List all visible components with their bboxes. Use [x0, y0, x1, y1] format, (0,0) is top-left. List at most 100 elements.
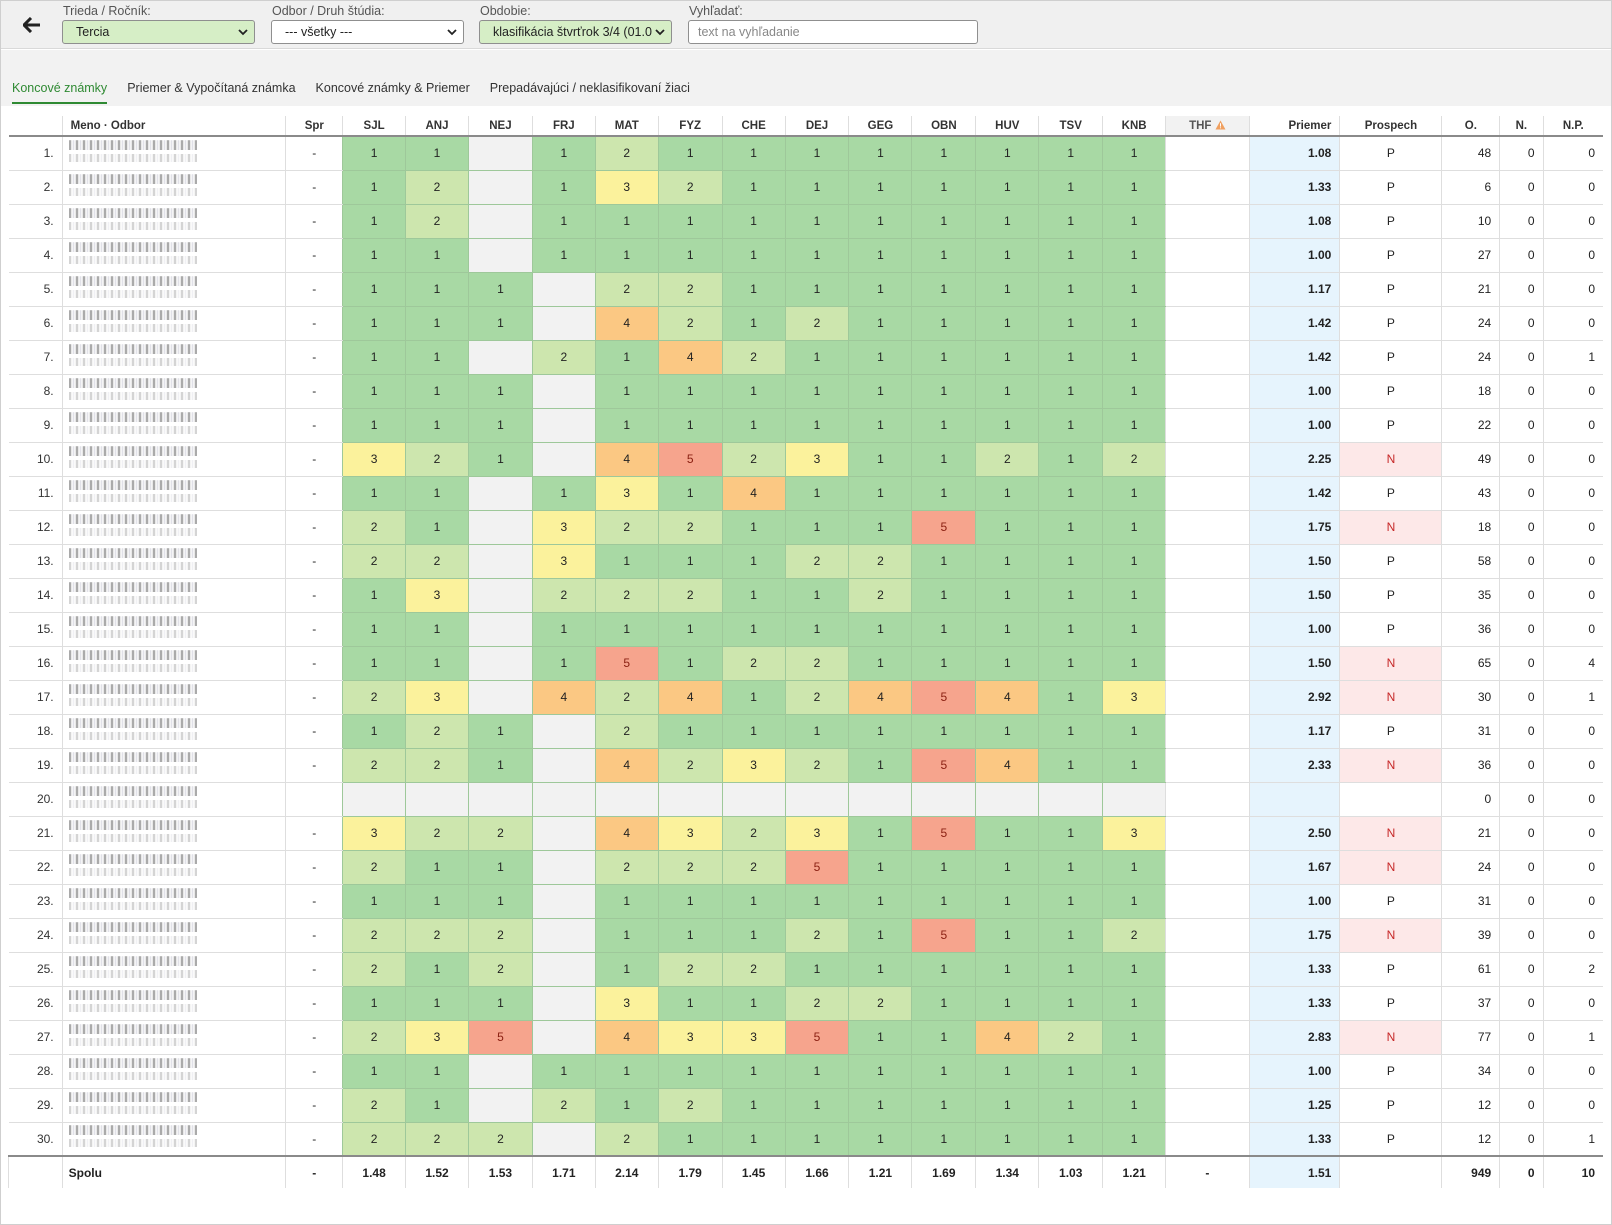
grade-cell-che[interactable]: 1 [721, 272, 786, 307]
grade-cell-obn[interactable]: 1 [911, 986, 976, 1021]
grade-cell-tsv[interactable]: 1 [1038, 170, 1103, 205]
grade-cell-huv[interactable]: 1 [975, 952, 1039, 987]
grade-cell-knb[interactable]: 1 [1102, 646, 1166, 681]
student-name-cell[interactable] [61, 952, 286, 987]
grade-cell-obn[interactable]: 1 [911, 306, 976, 341]
grade-cell-huv[interactable]: 1 [975, 578, 1039, 613]
grade-cell-anj[interactable]: 2 [405, 1122, 469, 1157]
table-row[interactable]: 17. -2 3 4 2 4 1 2 4 5 4 1 3 2.92 N 30 0 1 [8, 680, 1603, 715]
table-row[interactable]: 30. -2 2 2 2 1 1 1 1 1 1 1 1 1.33 P 12 0 1 [8, 1122, 1603, 1157]
grade-cell-huv[interactable]: 1 [975, 714, 1039, 749]
grade-cell-fyz[interactable]: 3 [657, 1020, 723, 1055]
grade-cell-geg[interactable]: 1 [848, 340, 912, 375]
grade-cell-fyz[interactable]: 1 [657, 986, 723, 1021]
grade-cell-mat[interactable]: 4 [594, 442, 659, 477]
grade-cell-che[interactable]: 2 [721, 646, 786, 681]
grade-cell-geg[interactable]: 1 [848, 816, 912, 851]
grade-cell-geg[interactable]: 1 [848, 850, 912, 885]
grade-cell-sjl[interactable]: 2 [342, 952, 406, 987]
table-row[interactable]: 2. -1 2 1 3 2 1 1 1 1 1 1 1 1.33 P 6 0 0 [8, 170, 1603, 205]
grade-cell-huv[interactable]: 1 [975, 1054, 1039, 1089]
grade-cell-frj[interactable] [531, 442, 596, 477]
grade-cell-nej[interactable]: 1 [467, 272, 533, 307]
grade-cell-sjl[interactable]: 2 [342, 1020, 406, 1055]
grade-cell-sjl[interactable]: 3 [342, 816, 406, 851]
grade-cell-nej[interactable] [467, 170, 533, 205]
grade-cell-knb[interactable]: 3 [1102, 816, 1166, 851]
grade-cell-dej[interactable]: 2 [784, 544, 849, 579]
back-button[interactable] [19, 12, 45, 38]
subject-header-dej[interactable]: DEJ [784, 116, 849, 137]
grade-cell-nej[interactable]: 2 [467, 1122, 533, 1157]
grade-cell-geg[interactable]: 2 [848, 986, 912, 1021]
grade-cell-huv[interactable]: 1 [975, 1088, 1039, 1123]
spr-column-header[interactable]: Spr [285, 116, 343, 137]
grade-cell-frj[interactable]: 1 [531, 204, 596, 239]
table-row[interactable]: 16. -1 1 1 5 1 2 2 1 1 1 1 1 1.50 N 65 0 4 [8, 646, 1603, 681]
grade-cell-fyz[interactable]: 4 [657, 680, 723, 715]
grade-cell-sjl[interactable]: 1 [342, 986, 406, 1021]
grade-cell-che[interactable]: 1 [721, 578, 786, 613]
grade-cell-anj[interactable]: 1 [405, 374, 469, 409]
grade-cell-fyz[interactable]: 2 [657, 272, 723, 307]
grade-cell-knb[interactable]: 1 [1102, 1122, 1166, 1157]
grade-cell-nej[interactable] [467, 1054, 533, 1089]
tab-final-grades[interactable]: Koncové známky [12, 78, 108, 104]
grade-cell-knb[interactable]: 1 [1102, 850, 1166, 885]
grade-cell-fyz[interactable] [657, 782, 723, 817]
grade-cell-che[interactable]: 2 [721, 442, 786, 477]
grade-cell-huv[interactable]: 1 [975, 646, 1039, 681]
grade-cell-obn[interactable]: 1 [911, 374, 976, 409]
grade-cell-frj[interactable] [531, 374, 596, 409]
grade-cell-anj[interactable]: 1 [405, 1088, 469, 1123]
grade-cell-dej[interactable] [784, 782, 849, 817]
grade-cell-frj[interactable] [531, 884, 596, 919]
grade-cell-fyz[interactable]: 1 [657, 918, 723, 953]
grade-cell-huv[interactable]: 1 [975, 986, 1039, 1021]
grade-cell-huv[interactable]: 1 [975, 850, 1039, 885]
grade-cell-nej[interactable] [467, 204, 533, 239]
grade-cell-geg[interactable]: 1 [848, 170, 912, 205]
table-row[interactable]: 9. -1 1 1 1 1 1 1 1 1 1 1 1 1.00 P 22 0 0 [8, 408, 1603, 443]
grade-cell-sjl[interactable]: 1 [342, 136, 406, 171]
grade-cell-tsv[interactable]: 1 [1038, 1122, 1103, 1157]
subject-header-fyz[interactable]: FYZ [657, 116, 723, 137]
grade-cell-mat[interactable]: 4 [594, 816, 659, 851]
grade-cell-geg[interactable]: 1 [848, 952, 912, 987]
grade-cell-mat[interactable]: 5 [594, 646, 659, 681]
student-name-cell[interactable] [61, 1054, 286, 1089]
grade-cell-mat[interactable]: 2 [594, 510, 659, 545]
grade-cell-dej[interactable]: 1 [784, 714, 849, 749]
grade-cell-dej[interactable]: 2 [784, 306, 849, 341]
grade-cell-nej[interactable] [467, 646, 533, 681]
grade-cell-sjl[interactable]: 1 [342, 714, 406, 749]
grade-cell-dej[interactable]: 1 [784, 136, 849, 171]
grade-cell-nej[interactable]: 1 [467, 442, 533, 477]
grade-cell-dej[interactable]: 1 [784, 884, 849, 919]
grade-cell-che[interactable]: 1 [721, 238, 786, 273]
grade-cell-anj[interactable]: 3 [405, 680, 469, 715]
grade-cell-huv[interactable]: 1 [975, 272, 1039, 307]
grade-cell-knb[interactable] [1102, 782, 1166, 817]
grade-cell-obn[interactable]: 1 [911, 272, 976, 307]
grade-cell-che[interactable]: 1 [721, 1054, 786, 1089]
grade-cell-anj[interactable]: 1 [405, 884, 469, 919]
grade-cell-che[interactable]: 1 [721, 136, 786, 171]
grade-cell-dej[interactable]: 1 [784, 1122, 849, 1157]
grade-cell-nej[interactable]: 1 [467, 374, 533, 409]
grade-cell-sjl[interactable]: 1 [342, 1054, 406, 1089]
grade-cell-obn[interactable]: 1 [911, 340, 976, 375]
grade-cell-che[interactable]: 1 [721, 1088, 786, 1123]
subject-header-obn[interactable]: OBN [911, 116, 976, 137]
table-row[interactable]: 4. -1 1 1 1 1 1 1 1 1 1 1 1 1.00 P 27 0 0 [8, 238, 1603, 273]
grade-cell-obn[interactable]: 1 [911, 578, 976, 613]
grade-cell-knb[interactable]: 1 [1102, 272, 1166, 307]
table-row[interactable]: 11. -1 1 1 3 1 4 1 1 1 1 1 1 1.42 P 43 0 0 [8, 476, 1603, 511]
grade-cell-fyz[interactable]: 4 [657, 340, 723, 375]
grade-cell-che[interactable]: 1 [721, 714, 786, 749]
grade-cell-knb[interactable]: 3 [1102, 680, 1166, 715]
student-name-cell[interactable] [61, 578, 286, 613]
grade-cell-mat[interactable]: 4 [594, 748, 659, 783]
grade-cell-mat[interactable]: 1 [594, 340, 659, 375]
grade-cell-obn[interactable]: 1 [911, 884, 976, 919]
